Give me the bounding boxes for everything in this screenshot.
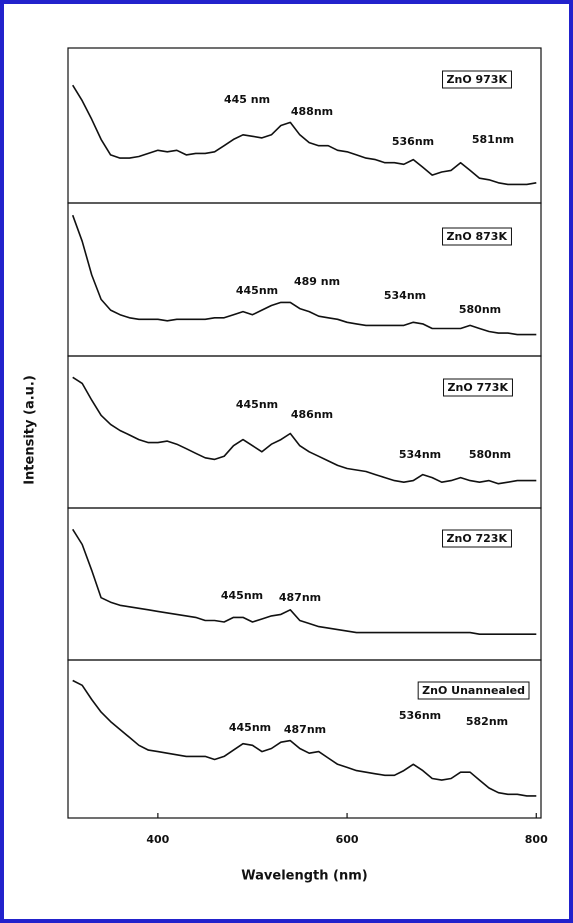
x-tick-label: 400 xyxy=(146,833,169,846)
legend-box xyxy=(443,378,513,397)
peak-annotation: 445nm xyxy=(229,721,271,734)
peak-annotation: 488nm xyxy=(291,105,333,118)
peak-annotation: 536nm xyxy=(392,135,434,148)
peak-annotation: 486nm xyxy=(291,408,333,421)
peak-annotation: 445nm xyxy=(221,589,263,602)
peak-annotation: 580nm xyxy=(459,303,501,316)
panel-frame xyxy=(67,659,542,819)
spectrum-line xyxy=(72,376,537,485)
spectrum-line xyxy=(72,528,537,635)
peak-annotation: 445 nm xyxy=(224,93,270,106)
panel-frame xyxy=(67,507,542,661)
legend-label: ZnO 723K xyxy=(447,532,508,545)
peak-annotation: 534nm xyxy=(384,289,426,302)
legend-label: ZnO 773K xyxy=(448,381,509,394)
legend-box xyxy=(442,529,512,548)
legend-label: ZnO 873K xyxy=(447,230,508,243)
peak-annotation: 534nm xyxy=(399,448,441,461)
peak-annotation: 487nm xyxy=(284,723,326,736)
x-tick-label: 800 xyxy=(525,833,548,846)
peak-annotation: 582nm xyxy=(466,715,508,728)
peak-annotation: 489 nm xyxy=(294,275,340,288)
peak-annotation: 487nm xyxy=(279,591,321,604)
spectrum-line xyxy=(71,214,537,336)
legend-label: ZnO 973K xyxy=(447,73,508,86)
x-tick-label: 600 xyxy=(336,833,359,846)
peak-annotation: 580nm xyxy=(469,448,511,461)
spectrum-line xyxy=(72,84,537,186)
peak-annotation: 581nm xyxy=(472,133,514,146)
legend-box xyxy=(417,681,530,700)
x-axis-title: Wavelength (nm) xyxy=(241,869,367,884)
spectrum-line xyxy=(72,679,537,797)
legend-box xyxy=(442,70,512,89)
peak-annotation: 445nm xyxy=(236,398,278,411)
y-axis-title: Intensity (a.u.) xyxy=(23,375,38,485)
peak-annotation: 536nm xyxy=(399,709,441,722)
peak-annotation: 445nm xyxy=(236,284,278,297)
legend-label: ZnO Unannealed xyxy=(422,684,525,697)
legend-box xyxy=(442,227,512,246)
